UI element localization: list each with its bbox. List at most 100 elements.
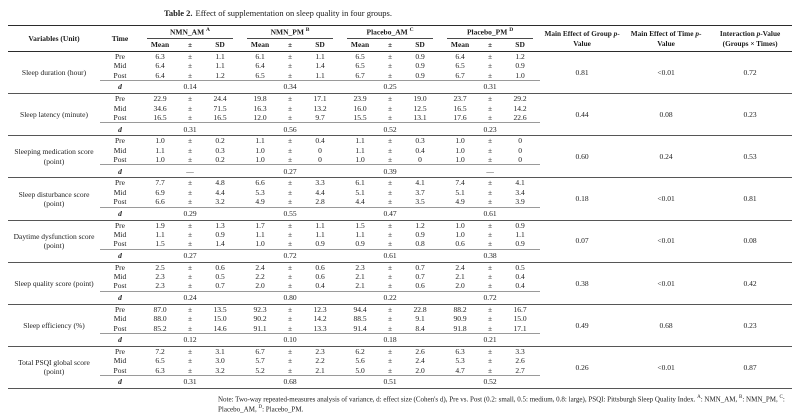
pm-cell: ±	[187, 103, 193, 113]
time-cell: Mid	[113, 314, 127, 324]
p-group-cell: 0.60	[540, 135, 625, 179]
d-label-cell: d	[100, 332, 140, 347]
sd-cell: 71.5	[213, 103, 227, 113]
sd-cell: 3.0	[215, 356, 225, 366]
sd-cell: 1.1	[315, 52, 325, 61]
pm-cell: ±	[287, 304, 293, 314]
group-label: Placebo_AM C	[347, 27, 434, 39]
d-value-cell: 0.68	[240, 375, 341, 389]
pm-cell: ±	[187, 136, 193, 146]
pm-cell: ±	[387, 365, 393, 375]
pm-cell: ±	[387, 52, 393, 61]
pm-cell: ±	[387, 145, 393, 155]
sd-cell: 1.4	[215, 239, 225, 249]
pm-cell: ±	[287, 61, 293, 71]
mean-cell: 6.1	[355, 178, 365, 188]
d-value-cell: 0.10	[240, 332, 341, 347]
mean-cell: 2.1	[355, 272, 365, 281]
pm-cell: ±	[387, 304, 393, 314]
sd-cell: 1.1	[515, 229, 525, 239]
pm-cell: ±	[187, 272, 193, 281]
sd-cell: 2.3	[315, 346, 325, 356]
pm-cell: ±	[187, 323, 193, 333]
sd-cell: 14.6	[213, 323, 227, 333]
subcol-sd: SD	[400, 39, 441, 52]
sd-cell: 0.7	[415, 262, 425, 272]
header-effect-1: Main Effect of Time p-Value	[624, 25, 709, 52]
subcol-mean: Mean	[340, 39, 381, 52]
time-cell: Pre	[115, 178, 125, 188]
pm-cell: ±	[187, 304, 193, 314]
p-interaction-cell: 0.87	[708, 346, 793, 390]
pm-cell: ±	[488, 155, 493, 164]
sd-cell: 0.9	[415, 61, 425, 71]
sd-cell: 0.5	[515, 262, 525, 272]
time-cell: Post	[113, 70, 127, 80]
mean-cell: 1.1	[255, 229, 265, 239]
pm-cell: ±	[287, 103, 293, 113]
mean-cell: 88.0	[153, 314, 167, 324]
time-cell: Pre	[115, 262, 125, 272]
sd-cell: 3.2	[215, 197, 225, 207]
table-caption-text: Effect of supplementation on sleep quali…	[195, 8, 392, 18]
p-interaction-cell: 0.72	[708, 51, 793, 95]
sd-cell: 9.1	[415, 314, 425, 324]
mean-cell: 1.1	[355, 229, 365, 239]
pm-cell: ±	[187, 220, 193, 230]
p-group-cell: 0.49	[540, 304, 625, 347]
pm-cell: ±	[187, 314, 193, 324]
pm-cell: ±	[488, 229, 493, 239]
d-value-cell: 0.31	[440, 80, 541, 95]
p-time-cell: 0.24	[624, 135, 709, 179]
mean-cell: 0.9	[355, 239, 365, 249]
mean-cell: 1.7	[255, 220, 265, 230]
pm-cell: ±	[287, 314, 293, 324]
sd-cell: 0.9	[515, 220, 525, 230]
pm-cell: ±	[287, 239, 293, 249]
mean-cell: 2.1	[455, 272, 465, 281]
subcol-pm: ±	[280, 39, 301, 52]
header-group-Placebo_AM: Placebo_AM C	[340, 26, 440, 39]
mean-cell: 1.1	[255, 136, 265, 146]
d-label-cell: d	[100, 206, 140, 221]
sd-cell: 13.5	[213, 304, 227, 314]
pm-cell: ±	[187, 281, 193, 291]
subcol-mean: Mean	[140, 39, 180, 52]
pm-cell: ±	[488, 178, 493, 188]
sd-cell: 13.2	[313, 103, 327, 113]
sd-cell: 16.7	[513, 304, 527, 314]
sd-cell: 1.2	[215, 70, 225, 80]
pm-cell: ±	[488, 94, 493, 104]
pm-cell: ±	[488, 281, 493, 291]
pm-cell: ±	[387, 197, 393, 207]
pm-cell: ±	[287, 229, 293, 239]
sd-cell: 0	[318, 155, 322, 164]
p-time-cell: 0.08	[624, 93, 709, 137]
time-cell: Mid	[113, 187, 127, 197]
mean-cell: 15.5	[353, 112, 367, 122]
p-group-cell: 0.26	[540, 346, 625, 390]
pm-cell: ±	[488, 136, 493, 146]
mean-cell: 1.0	[155, 155, 165, 164]
sd-cell: 0.6	[415, 281, 425, 291]
mean-cell: 2.4	[255, 262, 265, 272]
sd-cell: 0.4	[515, 281, 525, 291]
pm-cell: ±	[287, 155, 293, 164]
p-interaction-cell: 0.42	[708, 262, 793, 305]
d-value-cell: 0.18	[340, 332, 441, 347]
p-group-cell: 0.18	[540, 177, 625, 221]
pm-cell: ±	[387, 272, 393, 281]
time-cell: Post	[113, 365, 127, 375]
time-cell: Pre	[115, 52, 125, 61]
subcol-mean: Mean	[240, 39, 281, 52]
p-interaction-cell: 0.53	[708, 135, 793, 179]
sd-cell: 0.9	[215, 229, 225, 239]
p-interaction-cell: 0.23	[708, 304, 793, 347]
pm-cell: ±	[488, 61, 493, 71]
mean-cell: 16.5	[453, 103, 467, 113]
mean-cell: 4.9	[255, 197, 265, 207]
pm-cell: ±	[387, 61, 393, 71]
pm-cell: ±	[187, 70, 193, 80]
pm-cell: ±	[387, 155, 393, 164]
